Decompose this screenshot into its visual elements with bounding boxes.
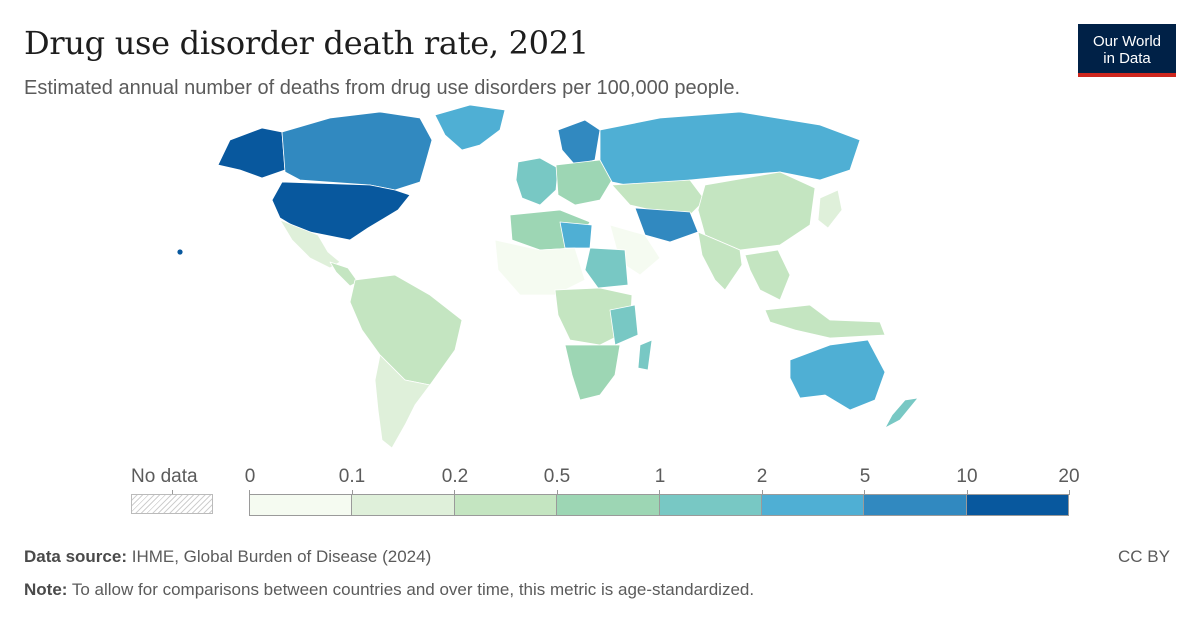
legend-tick-mark: [454, 490, 455, 495]
region-south-america-south[interactable]: [374, 354, 431, 449]
legend-tick-label: 20: [1058, 466, 1080, 487]
data-source-label: Data source:: [24, 547, 127, 566]
legend-tick-mark: [864, 490, 865, 495]
legend-tick-label: 0.2: [441, 466, 469, 487]
region-indonesia[interactable]: [764, 304, 886, 339]
region-scandinavia[interactable]: [557, 119, 601, 166]
region-china[interactable]: [697, 171, 816, 251]
legend-tick-label: 2: [756, 466, 768, 487]
region-southeast-asia[interactable]: [744, 249, 791, 301]
legend-tick-label: 0: [244, 466, 256, 487]
owid-logo[interactable]: Our World in Data: [1078, 24, 1176, 77]
data-source-text[interactable]: IHME, Global Burden of Disease (2024): [131, 547, 432, 566]
legend-bin-1[interactable]: [352, 494, 455, 516]
region-west-africa[interactable]: [494, 239, 586, 296]
region-madagascar[interactable]: [637, 339, 653, 371]
region-australia[interactable]: [789, 339, 886, 411]
region-libya[interactable]: [559, 221, 593, 249]
note-label: Note:: [24, 580, 68, 599]
legend-bin-3[interactable]: [557, 494, 660, 516]
region-iran-afghanistan[interactable]: [634, 207, 699, 243]
legend-tick-label: 0.1: [338, 466, 366, 487]
world-map[interactable]: [0, 0, 1200, 460]
region-greenland[interactable]: [434, 104, 506, 151]
chart-subtitle: Estimated annual number of deaths from d…: [24, 77, 740, 99]
region-canada[interactable]: [281, 111, 433, 191]
legend-tick-label: 5: [859, 466, 871, 487]
legend-tick-mark: [556, 490, 558, 495]
legend-tick-label: 1: [654, 466, 666, 487]
legend-bin-6[interactable]: [864, 494, 967, 516]
note-text: To allow for comparisons between countri…: [71, 580, 755, 599]
region-japan[interactable]: [817, 189, 843, 229]
region-central-america[interactable]: [329, 261, 359, 287]
legend-no-data-label: No data: [131, 466, 198, 487]
legend-bin-0[interactable]: [249, 494, 353, 516]
chart-title: Drug use disorder death rate, 2021: [24, 24, 589, 62]
legend-tick-mark: [659, 490, 660, 495]
region-southern-africa[interactable]: [564, 344, 621, 401]
region-united-states[interactable]: [271, 181, 411, 241]
legend-tick-mark: [249, 490, 250, 495]
data-source: Data source: IHME, Global Burden of Dise…: [24, 547, 431, 567]
region-india[interactable]: [697, 231, 743, 291]
region-east-africa[interactable]: [609, 304, 639, 346]
region-alaska[interactable]: [217, 127, 286, 179]
legend-tick-label: 0.5: [543, 466, 571, 487]
legend-tick-mark: [351, 490, 353, 495]
region-new-zealand[interactable]: [884, 397, 919, 429]
logo-line-2: in Data: [1103, 50, 1151, 67]
legend-no-data-swatch[interactable]: [131, 494, 213, 514]
region-western-europe[interactable]: [515, 157, 559, 206]
legend-bin-7[interactable]: [966, 494, 1069, 516]
logo-line-1: Our World: [1092, 33, 1162, 50]
region-hawaii[interactable]: [176, 248, 184, 256]
legend-tick-mark: [966, 490, 968, 495]
legend-bin-4[interactable]: [659, 494, 762, 516]
legend-color-scale: [249, 494, 1069, 516]
license-link[interactable]: CC BY: [1118, 547, 1170, 566]
legend-tick-label: 10: [956, 466, 978, 487]
region-sudan[interactable]: [584, 247, 629, 289]
legend-no-data-tick: [172, 490, 173, 495]
legend-bin-2[interactable]: [454, 494, 558, 516]
footnote: Note: To allow for comparisons between c…: [24, 580, 754, 600]
legend-tick-mark: [761, 490, 763, 495]
legend-bin-5[interactable]: [761, 494, 865, 516]
legend-tick-mark: [1069, 490, 1070, 495]
region-south-america-north[interactable]: [349, 274, 463, 386]
region-russia[interactable]: [599, 111, 861, 191]
